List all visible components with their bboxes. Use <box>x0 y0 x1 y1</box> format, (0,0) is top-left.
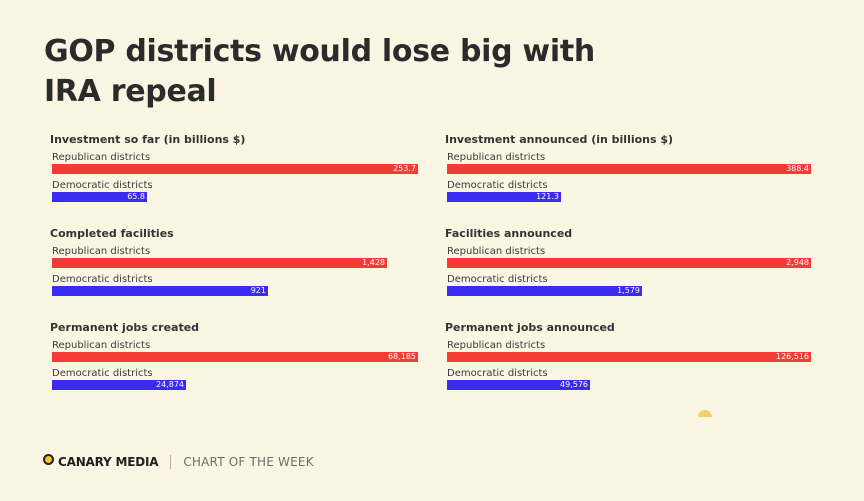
category-label: Democratic districts <box>52 180 153 191</box>
republican-bar <box>52 164 418 174</box>
bar-row: Democratic districts 49,576 <box>444 368 814 390</box>
panel-title: Permanent jobs created <box>50 321 200 334</box>
bar-track: 68,185 <box>52 352 418 362</box>
democratic-bar <box>52 192 147 202</box>
bar-row: Republican districts 2,948 <box>444 246 814 268</box>
bar-row: Democratic districts 121.3 <box>444 180 814 202</box>
republican-bar <box>447 164 811 174</box>
bar-track: 1,579 <box>447 286 811 296</box>
republican-bar <box>52 258 387 268</box>
chart-panel: Facilities announced Republican districts… <box>444 227 814 296</box>
bar-row: Republican districts 253.7 <box>49 152 419 174</box>
bar-value-label: 68,185 <box>388 352 416 361</box>
bar-value-label: 921 <box>250 286 266 295</box>
bar-track: 24,874 <box>52 380 416 390</box>
panel-title: Permanent jobs announced <box>445 321 615 334</box>
democratic-bar <box>447 380 590 390</box>
republican-bar <box>447 258 811 268</box>
bar-value-label: 253.7 <box>393 164 416 173</box>
category-label: Democratic districts <box>447 368 548 379</box>
bar-value-label: 2,948 <box>786 258 809 267</box>
category-label: Democratic districts <box>447 180 548 191</box>
category-label: Democratic districts <box>447 274 548 285</box>
footer: CANARY MEDIA CHART OF THE WEEK <box>43 452 314 472</box>
category-label: Republican districts <box>52 340 151 351</box>
panel-title: Facilities announced <box>445 227 573 240</box>
bar-row: Democratic districts 24,874 <box>49 368 419 390</box>
republican-bar <box>447 352 811 362</box>
panel-title: Investment so far (in billions $) <box>50 133 246 146</box>
chart-panel: Permanent jobs created Republican distric… <box>49 321 419 390</box>
category-label: Republican districts <box>447 340 546 351</box>
bar-track: 65.8 <box>52 192 416 202</box>
bar-value-label: 24,874 <box>156 380 184 389</box>
brand-name: CANARY MEDIA <box>58 455 159 469</box>
chart-panel: Investment so far (in billions $) Republi… <box>49 133 419 202</box>
bar-row: Republican districts 388.4 <box>444 152 814 174</box>
bar-value-label: 121.3 <box>536 192 559 201</box>
bar-value-label: 1,579 <box>617 286 640 295</box>
category-label: Democratic districts <box>52 274 153 285</box>
democratic-bar <box>52 380 186 390</box>
bar-track: 126,516 <box>447 352 811 362</box>
panel-title: Completed facilities <box>50 227 174 240</box>
category-label: Democratic districts <box>52 368 153 379</box>
canary-logo-icon <box>43 453 54 465</box>
bar-value-label: 49,576 <box>560 380 588 389</box>
bar-track: 49,576 <box>447 380 811 390</box>
bar-track: 388.4 <box>447 164 811 174</box>
bar-row: Republican districts 68,185 <box>49 340 419 362</box>
bar-track: 121.3 <box>447 192 811 202</box>
democratic-bar <box>447 286 642 296</box>
bar-value-label: 65.8 <box>127 192 145 201</box>
bar-value-label: 388.4 <box>786 164 809 173</box>
bar-row: Republican districts 126,516 <box>444 340 814 362</box>
chart-panel: Permanent jobs announced Republican distr… <box>444 321 814 390</box>
decorative-dot <box>698 410 712 417</box>
category-label: Republican districts <box>52 246 151 257</box>
bar-value-label: 1,428 <box>362 258 385 267</box>
bar-track: 253.7 <box>52 164 418 174</box>
category-label: Republican districts <box>447 246 546 257</box>
chart-panel: Completed facilities Republican districts… <box>49 227 419 296</box>
bar-row: Democratic districts 921 <box>49 274 419 296</box>
bar-track: 1,428 <box>52 258 416 268</box>
footer-divider <box>170 455 172 469</box>
bar-track: 921 <box>52 286 416 296</box>
bar-row: Republican districts 1,428 <box>49 246 419 268</box>
democratic-bar <box>52 286 268 296</box>
democratic-bar <box>447 192 561 202</box>
bar-value-label: 126,516 <box>775 352 809 361</box>
chart-title: GOP districts would lose big with IRA re… <box>44 34 595 109</box>
bar-row: Democratic districts 65.8 <box>49 180 419 202</box>
category-label: Republican districts <box>52 152 151 163</box>
panel-title: Investment announced (in billions $) <box>445 133 674 146</box>
bar-row: Democratic districts 1,579 <box>444 274 814 296</box>
chart-panel: Investment announced (in billions $) Repu… <box>444 133 814 202</box>
category-label: Republican districts <box>447 152 546 163</box>
footer-tagline: CHART OF THE WEEK <box>183 455 314 469</box>
republican-bar <box>52 352 418 362</box>
bar-track: 2,948 <box>447 258 811 268</box>
